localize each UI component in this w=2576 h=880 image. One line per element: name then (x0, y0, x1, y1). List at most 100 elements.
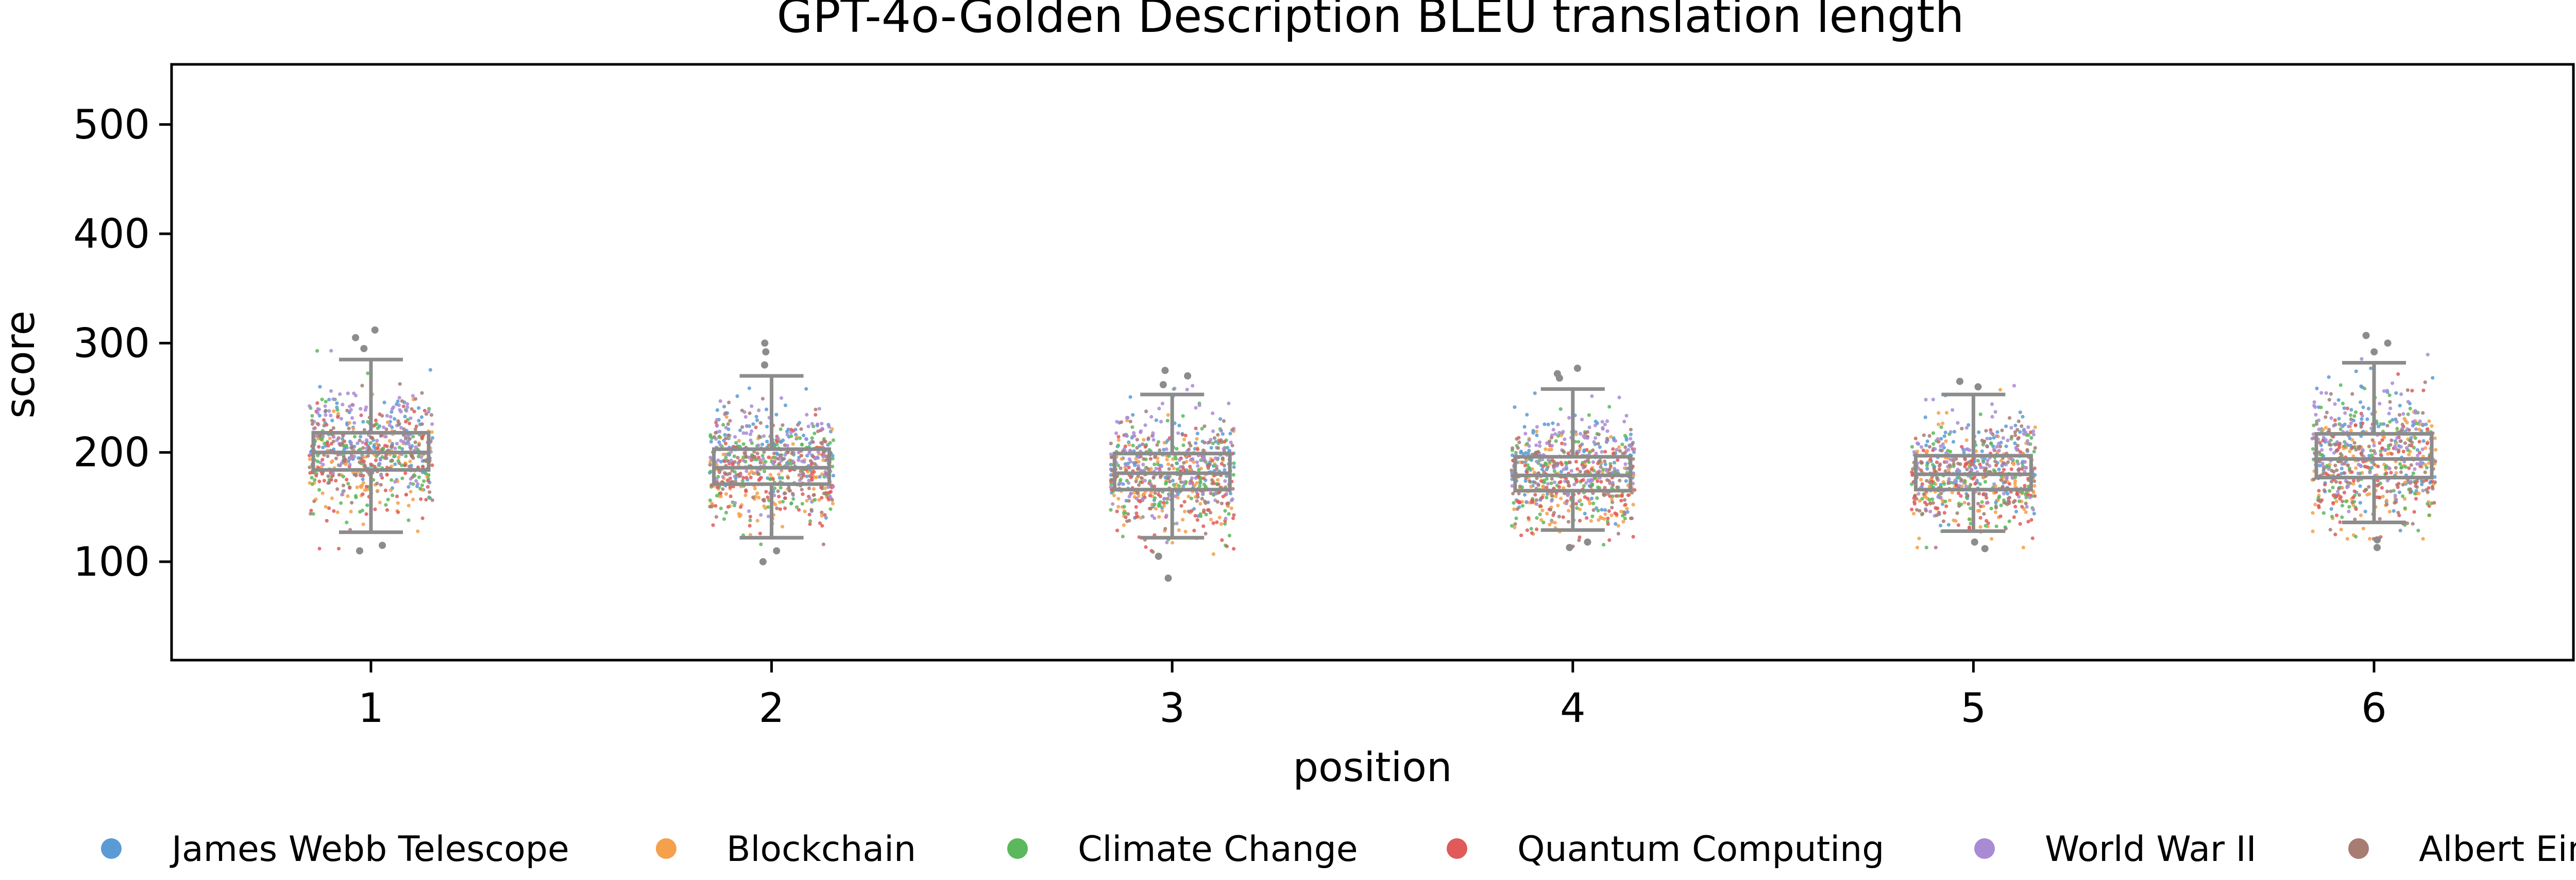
strip-point (398, 382, 402, 386)
strip-point (2427, 461, 2431, 465)
strip-point (1594, 419, 1598, 424)
strip-point (1154, 507, 1158, 511)
strip-point (2001, 436, 2005, 440)
strip-point (787, 486, 791, 490)
strip-point (1928, 501, 1932, 505)
strip-point (726, 505, 731, 509)
strip-point (744, 476, 749, 480)
strip-point (1590, 514, 1595, 519)
strip-point (1230, 428, 1234, 432)
strip-point (329, 478, 333, 482)
strip-point (1112, 493, 1116, 497)
strip-point (2370, 453, 2374, 458)
x-tick-label: 2 (759, 685, 785, 732)
strip-point (2024, 502, 2028, 506)
strip-point (2353, 410, 2358, 415)
strip-point (2405, 521, 2410, 525)
strip-point (1227, 401, 1231, 406)
strip-point (1148, 482, 1153, 486)
strip-point (1109, 478, 1114, 482)
strip-point (1151, 476, 1156, 480)
strip-point (2000, 428, 2004, 433)
strip-point (1969, 522, 1973, 526)
strip-point (815, 455, 819, 459)
strip-point (1168, 479, 1172, 484)
strip-point (1591, 448, 1595, 453)
strip-point (1182, 480, 1186, 485)
strip-point (2338, 480, 2342, 485)
strip-point (417, 475, 421, 479)
strip-point (830, 498, 834, 502)
strip-point (2394, 497, 2398, 502)
strip-point (2007, 499, 2011, 504)
strip-point (334, 478, 338, 483)
strip-point (1945, 460, 1949, 464)
strip-point (2031, 433, 2036, 437)
strip-point (2413, 411, 2418, 415)
strip-point (2383, 448, 2387, 452)
strip-point (1601, 468, 1605, 472)
strip-point (403, 415, 407, 419)
strip-point (1994, 506, 1998, 510)
strip-point (2001, 485, 2005, 489)
strip-point (1555, 461, 1560, 465)
strip-point (783, 443, 787, 447)
strip-point (1978, 516, 1982, 520)
strip-point (1967, 423, 1971, 427)
strip-point (1556, 504, 1560, 508)
strip-point (2327, 427, 2331, 432)
strip-point (1195, 437, 1199, 441)
strip-point (1956, 523, 1960, 527)
strip-point (1543, 461, 1548, 465)
strip-point (1126, 416, 1130, 420)
strip-point (1538, 512, 1542, 516)
strip-point (1533, 391, 1537, 395)
strip-point (797, 508, 801, 512)
strip-point (1135, 491, 1140, 495)
strip-point (709, 502, 714, 506)
strip-point (2432, 501, 2436, 505)
legend-item: Quantum Computing (1447, 829, 1884, 870)
strip-point (817, 407, 821, 411)
strip-point (1535, 527, 1539, 531)
strip-point (1946, 523, 1951, 527)
strip-point (796, 458, 801, 462)
strip-point (2331, 486, 2335, 490)
strip-point (778, 427, 783, 432)
strip-point (1181, 414, 1185, 418)
strip-point (2348, 413, 2352, 417)
strip-point (760, 454, 765, 458)
strip-point (1176, 467, 1180, 471)
strip-point (1561, 515, 1565, 519)
strip-point (2013, 430, 2017, 434)
strip-point (748, 514, 752, 519)
strip-point (335, 510, 340, 514)
strip-point (1603, 462, 1607, 467)
strip-point (1162, 441, 1166, 445)
strip-point (1977, 509, 1981, 513)
strip-point (1531, 428, 1535, 433)
strip-point (395, 442, 399, 446)
strip-point (2342, 406, 2346, 410)
strip-point (1971, 462, 1975, 467)
strip-point (1157, 440, 1161, 444)
strip-point (1135, 438, 1139, 442)
strip-point (2323, 482, 2327, 487)
strip-point (1201, 455, 1206, 459)
strip-point (2033, 425, 2037, 429)
strip-point (1928, 457, 1933, 461)
strip-point (831, 474, 836, 478)
strip-point (2407, 466, 2411, 470)
strip-point (1552, 480, 1556, 485)
strip-point (387, 439, 392, 443)
strip-point (1534, 443, 1538, 447)
strip-point (1154, 467, 1158, 471)
strip-point (1622, 420, 1626, 424)
strip-point (1946, 481, 1951, 486)
strip-point (1584, 481, 1588, 485)
strip-point (2403, 465, 2408, 469)
strip-point (738, 459, 742, 463)
strip-point (420, 516, 425, 521)
strip-point (2340, 467, 2344, 471)
strip-point (2423, 380, 2427, 384)
